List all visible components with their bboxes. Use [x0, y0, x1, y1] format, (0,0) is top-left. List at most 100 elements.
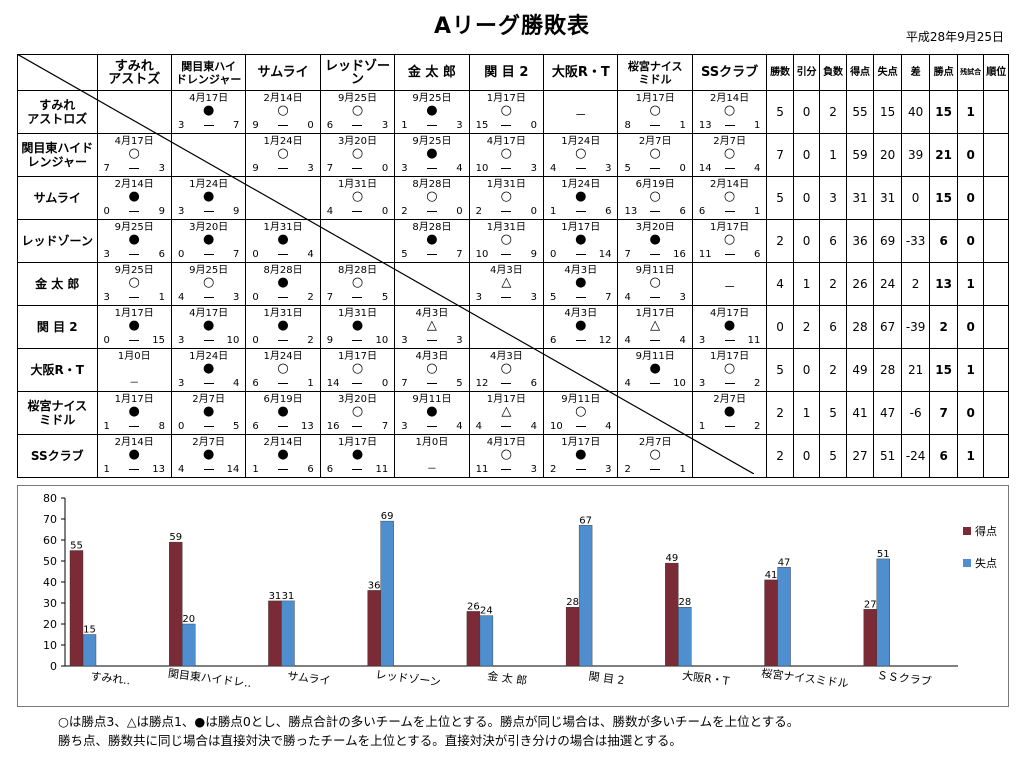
- score-against: 3: [530, 292, 538, 303]
- score-against: 9: [158, 206, 165, 217]
- score-against: 1: [679, 120, 686, 131]
- match-cell: 4月17日 ○ 11 3: [468, 434, 545, 478]
- match-cell: 1月24日 ● 3 9: [170, 176, 247, 220]
- score-against: 3: [530, 163, 538, 174]
- stat-conceded: 69: [873, 219, 902, 263]
- match-cell: 4月17日 ○ 10 3: [468, 133, 545, 177]
- y-tick-label: 60: [43, 534, 57, 547]
- stat-header: 残試合: [956, 54, 985, 91]
- result-mark: ○: [500, 361, 512, 376]
- stat-losses: 5: [819, 434, 847, 478]
- match-result: －: [693, 264, 765, 305]
- score-against: 5: [381, 292, 389, 303]
- result-mark: ○: [649, 103, 661, 118]
- match-result: 8月28日 ● 5 7: [396, 221, 468, 262]
- match-result: 1月24日 ○ 6 1: [247, 350, 319, 391]
- score-against: 4: [753, 163, 761, 174]
- match-result: 1月17日 ○ 11 6: [693, 221, 765, 262]
- match-result: 2月7日 ● 0 5: [172, 393, 244, 434]
- team-name: サムライ: [17, 176, 98, 220]
- team-name: 関目東ハイド レンジャー: [17, 133, 98, 177]
- data-label: 27: [864, 599, 877, 610]
- result-mark: ●: [202, 232, 215, 247]
- stat-draws: 0: [792, 90, 821, 134]
- match-result: 4月17日 ● 3 7: [172, 92, 244, 133]
- match-cell: 1月17日 ● 0 14: [543, 219, 619, 263]
- score-against: 7: [381, 421, 389, 432]
- result-mark: ○: [723, 361, 736, 376]
- score-against: 0: [381, 206, 389, 217]
- table-row: サムライ 2月14日 ● 0 9 1月24日 ● 3 9 1月31日 ○ 4 0 8月28日 ○ 2 0 1月31…: [17, 176, 1009, 220]
- bar: [565, 606, 580, 667]
- match-cell: 1月17日 ● 1 8: [96, 391, 172, 435]
- self-cell: [96, 90, 172, 134]
- score-against: 1: [158, 292, 165, 303]
- result-mark: ●: [426, 232, 438, 247]
- match-result: 1月17日 ● 6 11: [321, 436, 393, 477]
- result-mark: △: [501, 275, 512, 290]
- stat-rank: [983, 262, 1009, 306]
- match-cell: 1月0日 －: [96, 348, 172, 392]
- match-pending: －: [723, 280, 736, 294]
- self-cell: [468, 305, 545, 349]
- score-against: 7: [232, 249, 240, 260]
- stat-scored: 27: [845, 434, 875, 478]
- stat-losses: 1: [819, 133, 847, 177]
- column-header: 関目東ハイ ドレンジャー: [170, 54, 247, 91]
- stat-scored: 59: [845, 133, 875, 177]
- score-against: 4: [307, 249, 314, 260]
- match-cell: 9月11日 ○ 4 3: [617, 262, 693, 306]
- data-label: 31: [282, 591, 295, 602]
- bar: [479, 615, 494, 667]
- stat-rank: [983, 90, 1009, 134]
- result-mark: ●: [351, 318, 364, 333]
- stat-rank: [983, 348, 1009, 392]
- stat-points: 15: [929, 348, 958, 392]
- match-cell: －: [543, 90, 619, 134]
- score-against: 4: [456, 421, 463, 432]
- result-mark: ○: [575, 146, 587, 161]
- match-result: 1月31日 ○ 10 9: [470, 221, 542, 262]
- bar: [578, 525, 593, 667]
- stat-remaining: 1: [956, 262, 985, 306]
- match-result: 1月31日 ○ 4 0: [321, 178, 393, 219]
- match-cell: 1月24日 ○ 9 3: [245, 133, 321, 177]
- data-label: 55: [70, 541, 83, 552]
- match-result: 9月25日 ○ 6 3: [321, 92, 393, 133]
- score-against: 16: [673, 249, 686, 260]
- stat-remaining: 0: [956, 219, 985, 263]
- table-row: すみれ アストロズ 4月17日 ● 3 7 2月14日 ○ 9 0 9月25日 ○ 6 3 9月25日 ● 1…: [17, 90, 1009, 134]
- match-result: 9月11日 ○ 4 3: [619, 264, 691, 305]
- match-result: 1月24日 ● 3 4: [172, 350, 244, 391]
- bar: [665, 562, 679, 667]
- bar: [281, 600, 295, 667]
- result-mark: ○: [426, 361, 438, 376]
- match-cell: 2月14日 ● 0 9: [96, 176, 172, 220]
- score-against: 3: [605, 163, 612, 174]
- match-cell: 2月7日 ○ 5 0: [617, 133, 693, 177]
- match-cell: 9月25日 ● 3 6: [96, 219, 172, 263]
- result-mark: ○: [351, 189, 364, 204]
- stat-diff: 40: [900, 90, 931, 134]
- stat-scored: 49: [845, 348, 875, 392]
- stat-draws: 0: [792, 219, 821, 263]
- score-against: 6: [530, 378, 538, 389]
- column-header: すみれ アストズ: [96, 54, 172, 91]
- score-against: 12: [598, 335, 612, 346]
- data-label: 15: [83, 625, 96, 636]
- stat-conceded: 47: [873, 391, 902, 435]
- match-result: 8月28日 ○ 2 0: [396, 178, 468, 219]
- score-against: 1: [307, 378, 314, 389]
- stat-scored: 26: [845, 262, 875, 306]
- stat-scored: 31: [845, 176, 875, 220]
- stat-remaining: 1: [956, 434, 985, 478]
- match-pending: －: [426, 464, 437, 475]
- stat-header: 勝数: [766, 54, 794, 91]
- chart-svg: 0 10 20 30 40 50 60 70 80 55 15 すみれ.. 59 20 関目東ハイドレ.. 3…: [43, 492, 997, 690]
- bar: [678, 606, 692, 667]
- stat-points: 15: [929, 90, 958, 134]
- match-result: 9月25日 ● 1 3: [396, 92, 468, 133]
- result-mark: ●: [277, 232, 289, 247]
- stat-wins: 2: [766, 219, 794, 263]
- data-label: 36: [368, 580, 381, 591]
